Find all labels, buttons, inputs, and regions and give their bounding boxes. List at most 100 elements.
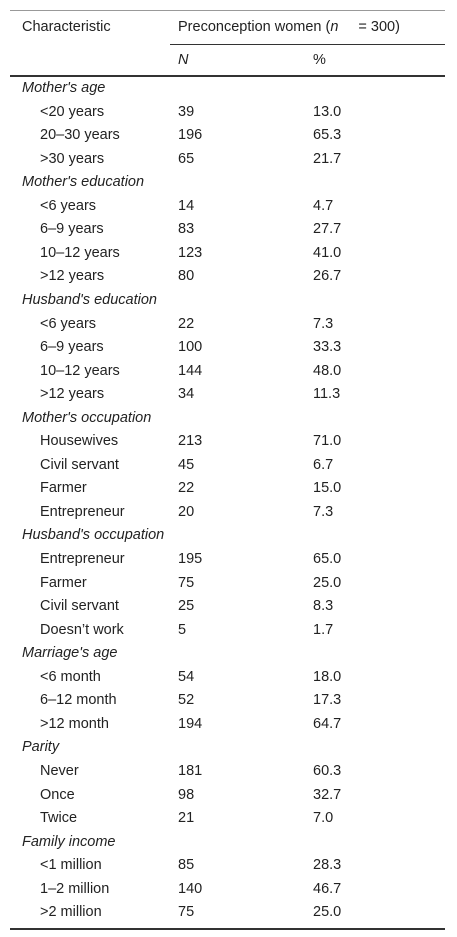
- cell-n: 123: [178, 244, 203, 261]
- cell-pct: 6.7: [313, 456, 334, 473]
- row-label: Housewives: [40, 433, 119, 450]
- row-label: Once: [40, 786, 75, 803]
- cell-n: 140: [178, 880, 203, 897]
- cell-pct: 7.3: [313, 503, 334, 520]
- header-cell: %: [313, 52, 326, 68]
- row-label: >12 years: [40, 268, 105, 285]
- section-title: Mother's age: [22, 80, 106, 96]
- cell-n: 45: [178, 456, 195, 473]
- cell-n: 98: [178, 786, 195, 803]
- cell-pct: 17.3: [313, 692, 342, 709]
- header-text: = 300): [358, 19, 400, 35]
- rule: [10, 10, 445, 11]
- cell-pct: 11.3: [313, 386, 341, 403]
- rule: [10, 75, 445, 77]
- row-label: 6–9 years: [40, 221, 104, 238]
- row-label: 6–9 years: [40, 339, 104, 356]
- cell-n: 52: [178, 692, 195, 709]
- section-title: Husband's education: [22, 291, 157, 308]
- row-label: >30 years: [40, 150, 105, 167]
- cell-pct: 65.3: [313, 127, 342, 144]
- cell-pct: 41.0: [313, 244, 342, 261]
- rule: [170, 44, 445, 45]
- cell-pct: 18.0: [313, 668, 342, 685]
- cell-n: 85: [178, 857, 195, 874]
- cell-pct: 48.0: [313, 362, 342, 379]
- cell-n: 181: [178, 762, 203, 779]
- cell-pct: 7.3: [313, 315, 334, 332]
- cell-pct: 64.7: [313, 715, 342, 732]
- header-text: Preconception women (: [178, 19, 331, 35]
- cell-n: 20: [178, 503, 195, 520]
- row-label: Twice: [40, 810, 78, 827]
- cell-n: 65: [178, 150, 195, 167]
- cell-pct: 8.3: [313, 598, 334, 615]
- section-title: Husband's occupation: [22, 527, 165, 544]
- cell-pct: 71.0: [313, 433, 342, 450]
- cell-n: 83: [178, 221, 195, 238]
- section-title: Parity: [22, 739, 60, 756]
- cell-pct: 15.0: [313, 480, 342, 497]
- row-label: 20–30 years: [40, 127, 120, 144]
- cell-n: 25: [178, 598, 195, 615]
- row-label: >12 month: [40, 715, 109, 732]
- cell-n: 194: [178, 715, 203, 732]
- row-label: <6 years: [40, 315, 97, 332]
- cell-pct: 28.3: [313, 857, 342, 874]
- cell-n: 39: [178, 103, 195, 120]
- row-label: >12 years: [40, 386, 105, 403]
- section-title: Mother's occupation: [22, 409, 152, 426]
- cell-pct: 7.0: [313, 810, 334, 827]
- cell-pct: 65.0: [313, 551, 342, 567]
- cell-pct: 21.7: [313, 150, 342, 167]
- cell-pct: 4.7: [313, 197, 334, 214]
- cell-n: 22: [178, 315, 195, 332]
- row-label: Never: [40, 762, 79, 779]
- cell-n: 54: [178, 668, 195, 685]
- rule: [10, 927, 445, 930]
- row-label: >2 million: [40, 904, 102, 921]
- header-cell: Preconception women (n = 300): [178, 17, 400, 37]
- cell-pct: 27.7: [313, 221, 342, 238]
- cell-pct: 26.7: [313, 268, 342, 285]
- cell-n: 100: [178, 339, 203, 356]
- row-label: <1 million: [40, 857, 102, 874]
- cell-n: 75: [178, 904, 195, 921]
- row-label: Farmer: [40, 574, 87, 591]
- cell-pct: 13.0: [313, 103, 342, 120]
- cell-n: 22: [178, 480, 195, 497]
- header-cell: Characteristic: [22, 19, 111, 35]
- row-label: Farmer: [40, 480, 87, 497]
- row-label: Entrepreneur: [40, 551, 125, 567]
- row-label: Civil servant: [40, 456, 119, 473]
- row-label: Doesn’t work: [40, 621, 124, 638]
- row-label: <6 years: [40, 197, 97, 214]
- row-label: 10–12 years: [40, 362, 120, 379]
- header-cell: N: [178, 52, 189, 68]
- section-title: Mother's education: [22, 174, 145, 191]
- row-label: 6–12 month: [40, 692, 117, 709]
- cell-pct: 46.7: [313, 880, 342, 897]
- cell-n: 5: [178, 621, 187, 638]
- cell-n: 14: [178, 197, 195, 214]
- row-label: Entrepreneur: [40, 503, 125, 520]
- cell-n: 144: [178, 362, 203, 379]
- header-text: n: [330, 19, 339, 35]
- row-label: 10–12 years: [40, 244, 120, 261]
- cell-pct: 33.3: [313, 339, 342, 356]
- cell-n: 196: [178, 127, 203, 144]
- cell-pct: 32.7: [313, 786, 342, 803]
- row-label: <20 years: [40, 103, 105, 120]
- cell-n: 21: [178, 810, 195, 827]
- cell-n: 195: [178, 551, 203, 567]
- cell-n: 213: [178, 433, 203, 450]
- cell-n: 34: [178, 386, 195, 403]
- section-title: Marriage's age: [22, 645, 118, 662]
- cell-pct: 25.0: [313, 574, 342, 591]
- row-label: Civil servant: [40, 598, 119, 615]
- cell-n: 75: [178, 574, 195, 591]
- row-label: 1–2 million: [40, 880, 110, 897]
- cell-pct: 1.7: [313, 621, 334, 638]
- cell-pct: 25.0: [313, 904, 342, 921]
